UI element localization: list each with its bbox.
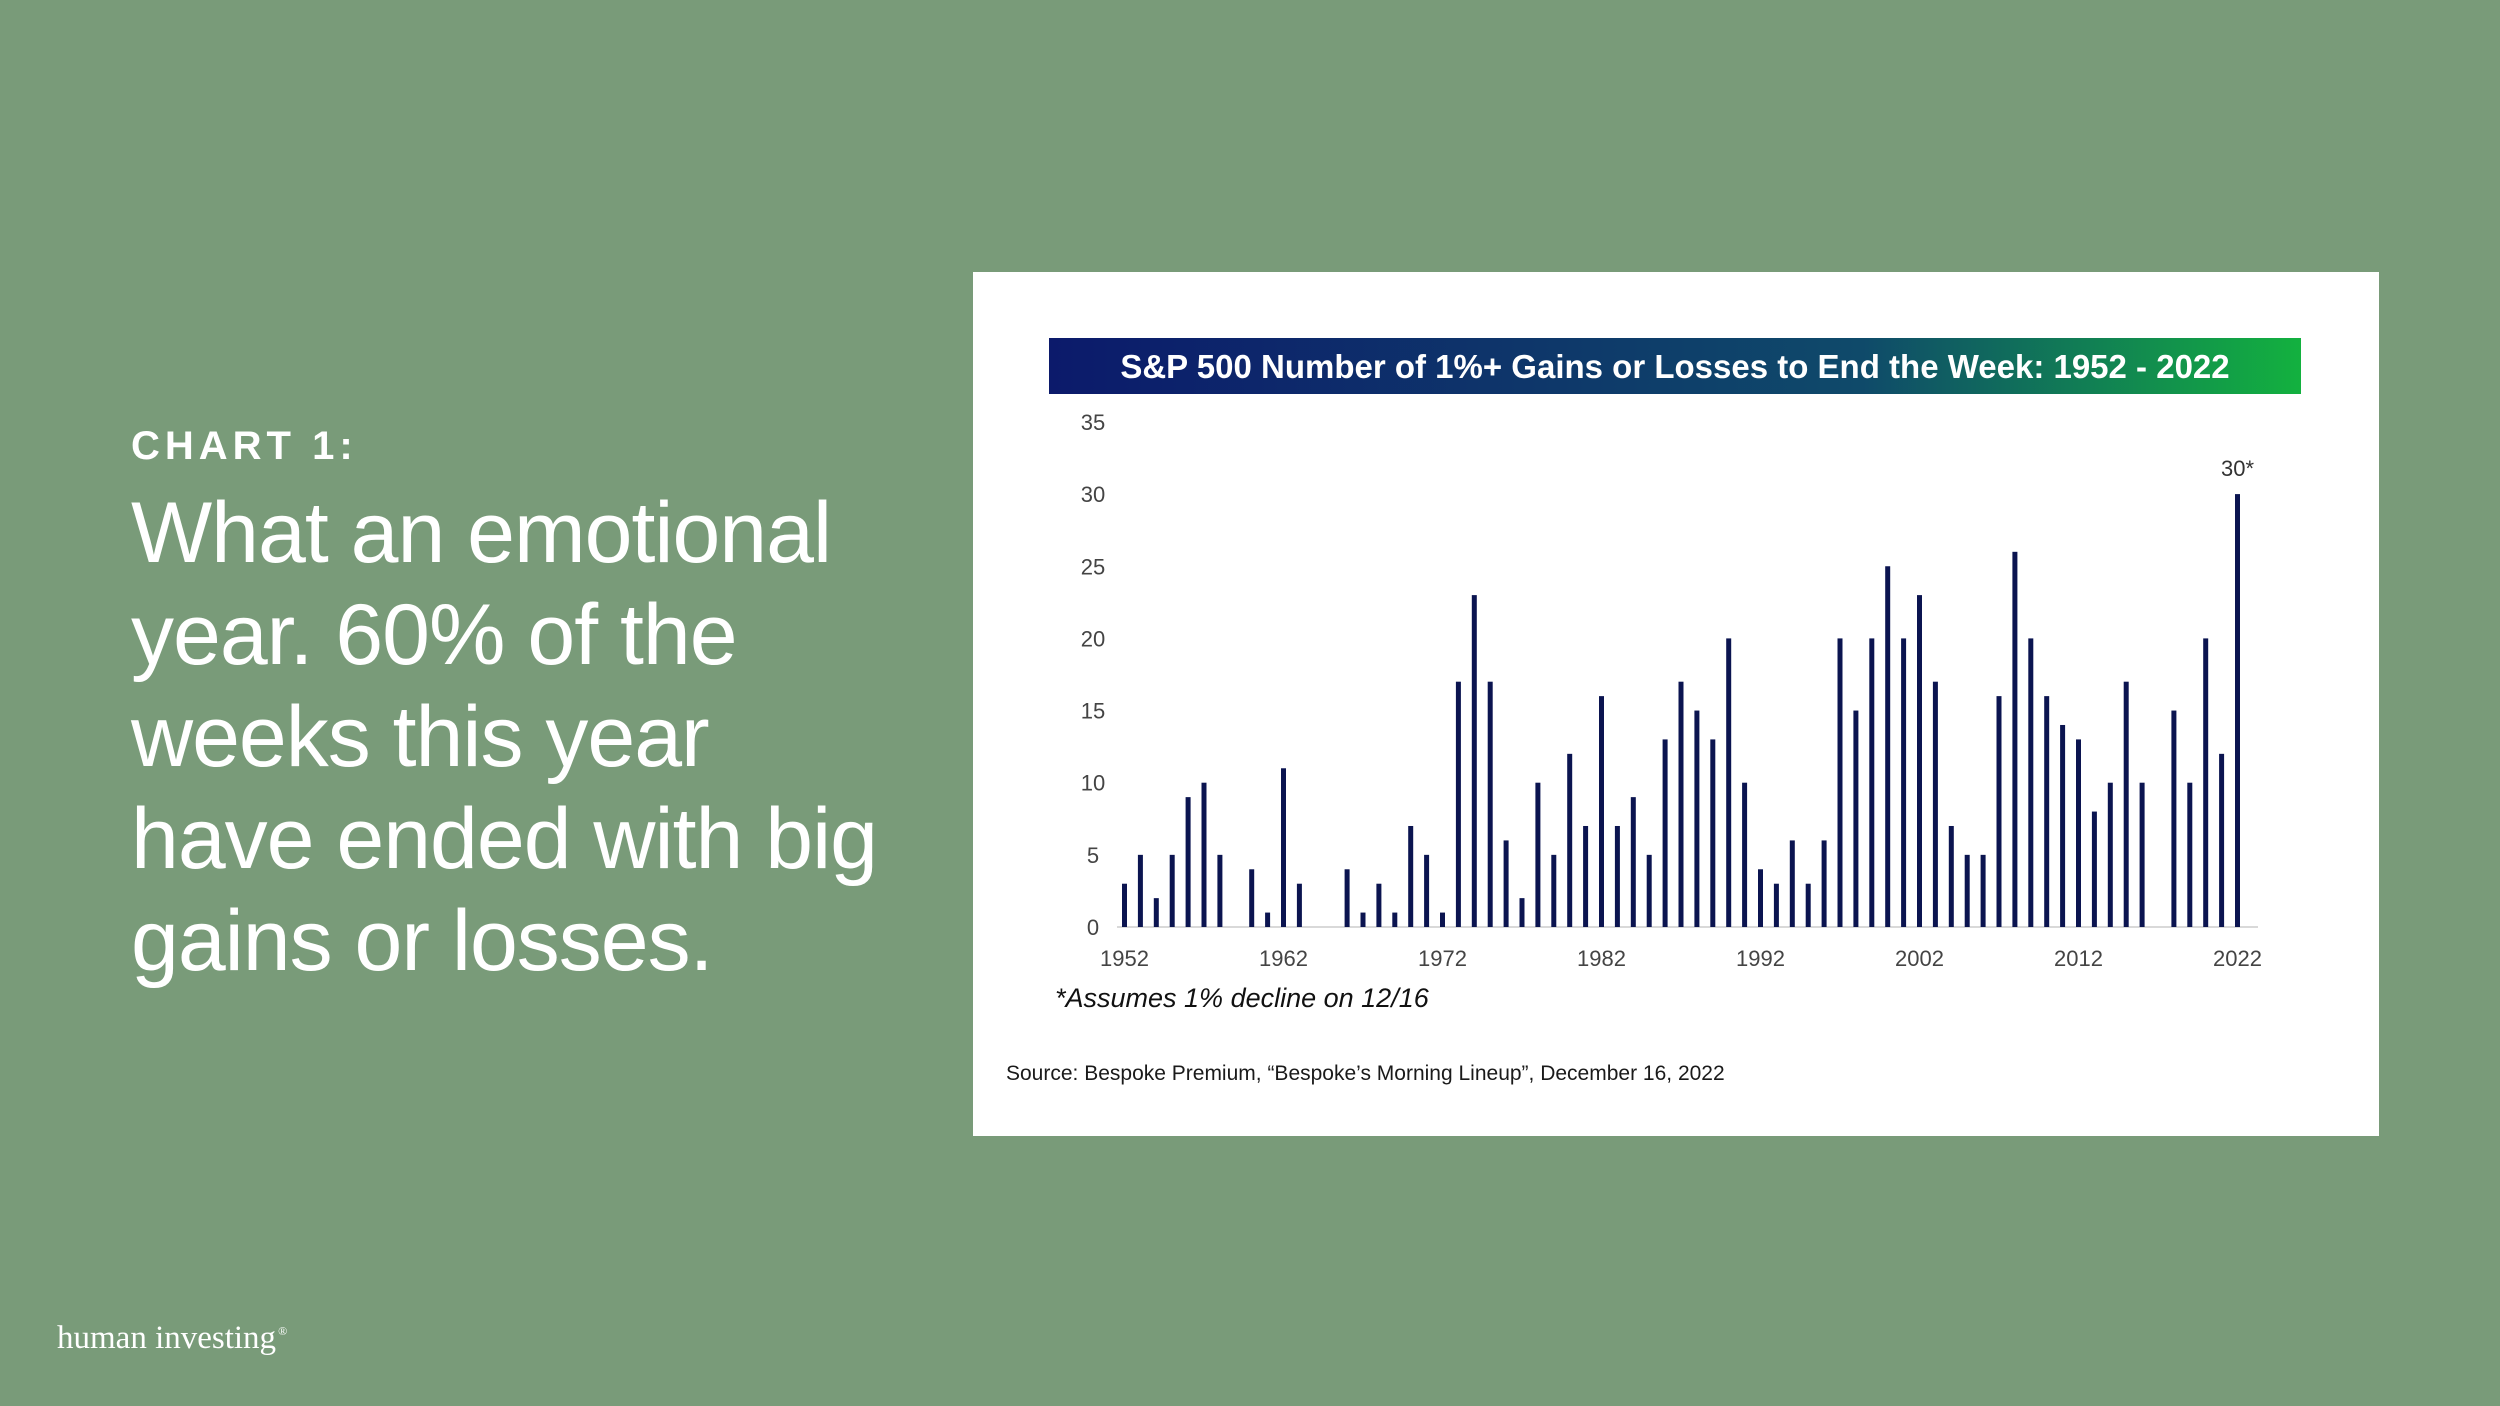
y-tick-label: 30: [1081, 482, 1105, 507]
bar-1954: [1153, 898, 1159, 927]
bar-2016: [2139, 782, 2145, 927]
bar-2008: [2012, 551, 2018, 927]
bar-1990: [1726, 638, 1732, 927]
bar-2007: [1996, 696, 2002, 927]
x-tick-label: 2012: [2054, 946, 2103, 971]
x-tick-label: 2002: [1895, 946, 1944, 971]
bar-2006: [1980, 854, 1986, 927]
source-citation: Source: Bespoke Premium, “Bespoke’s Morn…: [1006, 1062, 1725, 1085]
x-tick-label: 1962: [1259, 946, 1308, 971]
bar-1977: [1519, 898, 1525, 927]
bar-2019: [2187, 782, 2193, 927]
bar-1992: [1758, 869, 1763, 927]
bar-1952: [1122, 883, 1127, 927]
bar-1988: [1694, 710, 1700, 927]
bar-1974: [1471, 595, 1477, 927]
bar-2009: [2028, 638, 2034, 927]
bar-2020: [2203, 638, 2209, 927]
bar-1960: [1249, 869, 1255, 927]
bar-1967: [1360, 912, 1366, 927]
bar-2003: [1932, 681, 1938, 927]
bar-2021: [2219, 753, 2225, 927]
bar-2014: [2107, 782, 2113, 927]
bar-1997: [1837, 638, 1843, 927]
bar-1980: [1567, 753, 1573, 927]
y-tick-label: 15: [1081, 699, 1105, 724]
chart-svg: S&P 500 Number of 1%+ Gains or Losses to…: [1049, 338, 2301, 1013]
bar-1998: [1853, 710, 1859, 927]
bar-1979: [1551, 854, 1557, 927]
chart-footnote: *Assumes 1% decline on 12/16: [1055, 983, 1430, 1013]
chart-title-banner: [1049, 338, 2301, 394]
x-tick-label: 2022: [2213, 946, 2262, 971]
brand-name: human investing: [57, 1320, 277, 1356]
bar-1968: [1376, 883, 1382, 927]
y-tick-label: 0: [1087, 915, 1099, 940]
y-tick-label: 25: [1081, 554, 1105, 579]
bar-1975: [1487, 681, 1493, 927]
bar-1989: [1710, 739, 1716, 927]
chart-card: S&P 500 Number of 1%+ Gains or Losses to…: [973, 272, 2379, 1136]
bar-1987: [1678, 681, 1684, 927]
bar-2001: [1901, 638, 1907, 927]
bar-1986: [1662, 739, 1668, 927]
bar-1955: [1169, 854, 1175, 927]
x-axis-ticks: 1952 1962 1972 1982 1992 2002 2012 2022: [1100, 946, 2262, 971]
bar-1957: [1201, 782, 1207, 927]
bar-1970: [1408, 825, 1414, 927]
bar-2000: [1885, 566, 1891, 927]
bar-1961: [1265, 912, 1271, 927]
bar-1983: [1614, 825, 1620, 927]
bar-1994: [1789, 840, 1795, 927]
y-tick-label: 5: [1087, 843, 1099, 868]
bar-1973: [1455, 681, 1461, 927]
bar-1982: [1599, 696, 1604, 927]
bar-1971: [1424, 854, 1430, 927]
bar-2011: [2060, 724, 2066, 927]
brand-registered-mark: ®: [278, 1324, 288, 1338]
y-tick-label: 10: [1081, 771, 1105, 796]
bar-1996: [1821, 840, 1827, 927]
bar-1972: [1440, 912, 1445, 927]
chart-title: S&P 500 Number of 1%+ Gains or Losses to…: [1120, 348, 2229, 385]
x-tick-label: 1952: [1100, 946, 1149, 971]
bar-1963: [1296, 883, 1302, 927]
bar-1956: [1185, 797, 1191, 927]
bars-group: [1122, 494, 2240, 927]
bar-2012: [2076, 739, 2081, 927]
bar-1993: [1773, 883, 1779, 927]
bar-2010: [2044, 696, 2050, 927]
bar-1984: [1630, 797, 1636, 927]
bar-1969: [1392, 912, 1398, 927]
y-axis-ticks: 0 5 10 15 20 25 30 35: [1081, 410, 1105, 940]
bar-2015: [2123, 681, 2129, 927]
bar-1966: [1344, 869, 1350, 927]
bar-2013: [2091, 811, 2097, 927]
bar-1976: [1503, 840, 1509, 927]
bar-2018: [2171, 710, 2177, 927]
bar-annotation: 30*: [2221, 456, 2254, 481]
bar-1995: [1805, 883, 1811, 927]
x-tick-label: 1972: [1418, 946, 1467, 971]
bar-1958: [1217, 854, 1223, 927]
x-tick-label: 1992: [1736, 946, 1785, 971]
x-tick-label: 1982: [1577, 946, 1626, 971]
bar-1985: [1646, 854, 1652, 927]
bar-1999: [1869, 638, 1875, 927]
bar-1981: [1583, 825, 1589, 927]
bar-1991: [1742, 782, 1748, 927]
bar-1962: [1281, 768, 1286, 927]
slide-headline: What an emotional year. 60% of the weeks…: [131, 485, 878, 989]
bar-2005: [1964, 854, 1970, 927]
y-tick-label: 35: [1081, 410, 1105, 435]
brand-logo: human investing ®: [57, 1320, 287, 1357]
y-tick-label: 20: [1081, 626, 1105, 651]
bar-1953: [1137, 854, 1143, 927]
chart-eyebrow: CHART 1:: [131, 424, 358, 468]
bar-1978: [1535, 782, 1541, 927]
bar-2004: [1948, 825, 1954, 927]
bar-2022: [2235, 494, 2240, 927]
bar-2002: [1917, 595, 1922, 927]
